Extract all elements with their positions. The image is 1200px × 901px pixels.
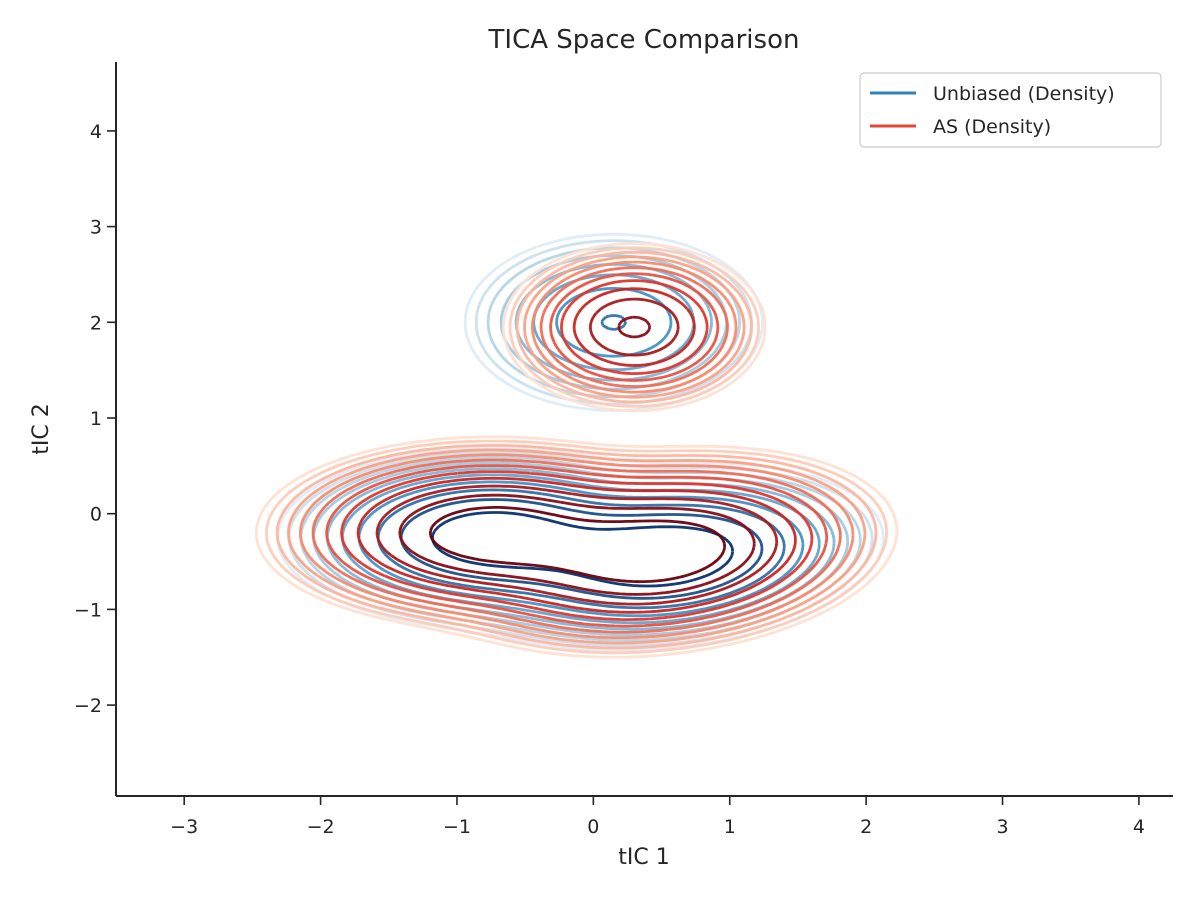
contour-line — [356, 287, 797, 614]
contour-line — [431, 511, 735, 588]
legend-label-as: AS (Density) — [933, 116, 1051, 138]
x-tick-label: −1 — [443, 816, 471, 838]
x-tick-label: 4 — [1133, 816, 1145, 838]
legend-frame — [859, 72, 1162, 148]
x-tick-label: 0 — [587, 816, 599, 838]
axes — [115, 62, 1173, 797]
legend-label-unbiased: Unbiased (Density) — [933, 83, 1115, 105]
y-tick-label: −1 — [74, 599, 102, 621]
contours-layer — [254, 232, 899, 659]
contour-line — [375, 297, 779, 606]
x-tick-label: 1 — [724, 816, 736, 838]
contour-line — [311, 266, 842, 634]
x-ticks: −3 −2 −1 0 1 2 3 4 — [170, 796, 1145, 838]
y-tick-label: 0 — [90, 504, 102, 526]
contour-line — [265, 246, 888, 655]
contour-line — [340, 279, 814, 621]
x-tick-label: −2 — [307, 816, 335, 838]
contour-line — [299, 260, 855, 639]
y-tick-label: 2 — [90, 312, 102, 334]
x-tick-label: 3 — [996, 816, 1008, 838]
chart-title: TICA Space Comparison — [488, 25, 800, 55]
y-tick-label: 3 — [90, 217, 102, 239]
contour-line — [287, 255, 867, 645]
contour-line — [275, 250, 878, 650]
y-tick-label: −2 — [74, 695, 102, 717]
contour-line — [429, 506, 727, 584]
x-tick-label: −3 — [170, 816, 198, 838]
contour-line — [254, 242, 899, 659]
contour-series-1 — [254, 242, 899, 659]
contour-line — [357, 287, 805, 618]
legend: Unbiased (Density) AS (Density) — [859, 72, 1162, 148]
y-tick-label: 1 — [90, 408, 102, 430]
contour-line — [398, 315, 756, 596]
y-axis-label: tIC 2 — [29, 403, 54, 454]
x-tick-label: 2 — [860, 816, 872, 838]
contour-line — [399, 498, 764, 600]
y-ticks: −2 −1 0 1 2 3 4 — [74, 121, 116, 717]
contour-line — [325, 272, 829, 628]
x-axis-label: tIC 1 — [618, 845, 669, 870]
y-tick-label: 4 — [90, 121, 102, 143]
